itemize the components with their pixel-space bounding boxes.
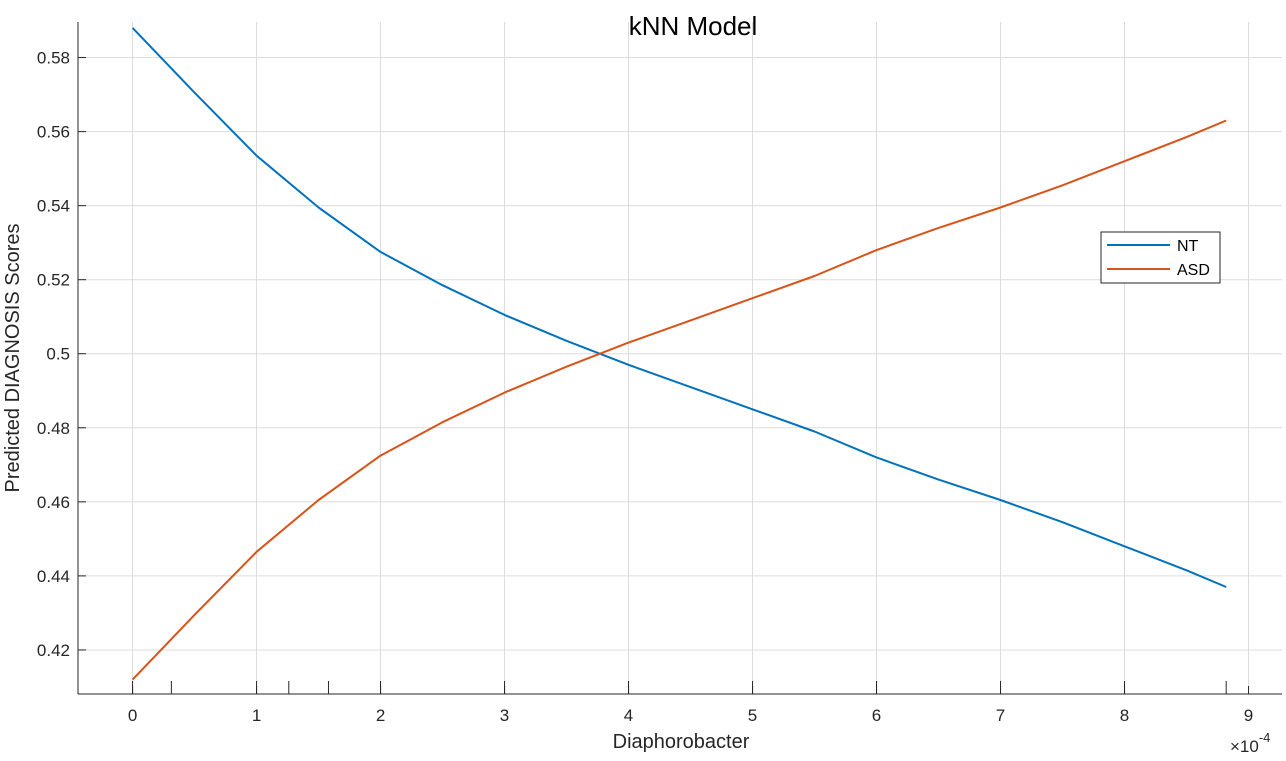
x-exponent-label: ×10-4: [1230, 730, 1270, 756]
legend: NT ASD: [1100, 231, 1221, 284]
x-tick-label: 8: [1120, 706, 1129, 725]
x-tick-label: 6: [872, 706, 881, 725]
series-line-nt: [131, 27, 1227, 588]
x-tick-label: 1: [252, 706, 261, 725]
series-lines: [131, 27, 1227, 681]
x-tick-labels: 0 1 2 3 4 5 6 7 8 9: [128, 706, 1253, 725]
y-axis-label: Predicted DIAGNOSIS Scores: [2, 224, 24, 493]
x-tick-label: 9: [1244, 706, 1253, 725]
x-tick-label: 4: [624, 706, 633, 725]
x-tick-label: 7: [996, 706, 1005, 725]
y-tick-label: 0.52: [37, 271, 70, 290]
x-gridlines: [132, 22, 1250, 694]
x-tick-label: 0: [128, 706, 137, 725]
x-tick-label: 2: [376, 706, 385, 725]
y-tick-labels: 0.42 0.44 0.46 0.48 0.5 0.52 0.54 0.56 0.58: [37, 49, 70, 660]
y-gridlines: [78, 57, 1282, 651]
y-tick-label: 0.46: [37, 493, 70, 512]
legend-box: [1100, 231, 1221, 284]
y-tick-label: 0.44: [37, 567, 70, 586]
y-tick-label: 0.56: [37, 123, 70, 142]
legend-label-nt: NT: [1177, 238, 1199, 255]
x-tick-label: 5: [748, 706, 757, 725]
y-tick-label: 0.5: [46, 345, 70, 364]
y-tick-label: 0.58: [37, 49, 70, 68]
x-axis-label: Diaphorobacter: [613, 731, 750, 753]
y-tick-label: 0.42: [37, 641, 70, 660]
rug-ticks: [132, 681, 1227, 694]
y-tick-label: 0.54: [37, 197, 70, 216]
x-tick-label: 3: [500, 706, 509, 725]
y-tick-label: 0.48: [37, 419, 70, 438]
legend-label-asd: ASD: [1177, 262, 1210, 279]
series-line-asd: [131, 119, 1227, 681]
chart-title: kNN Model: [629, 11, 758, 41]
